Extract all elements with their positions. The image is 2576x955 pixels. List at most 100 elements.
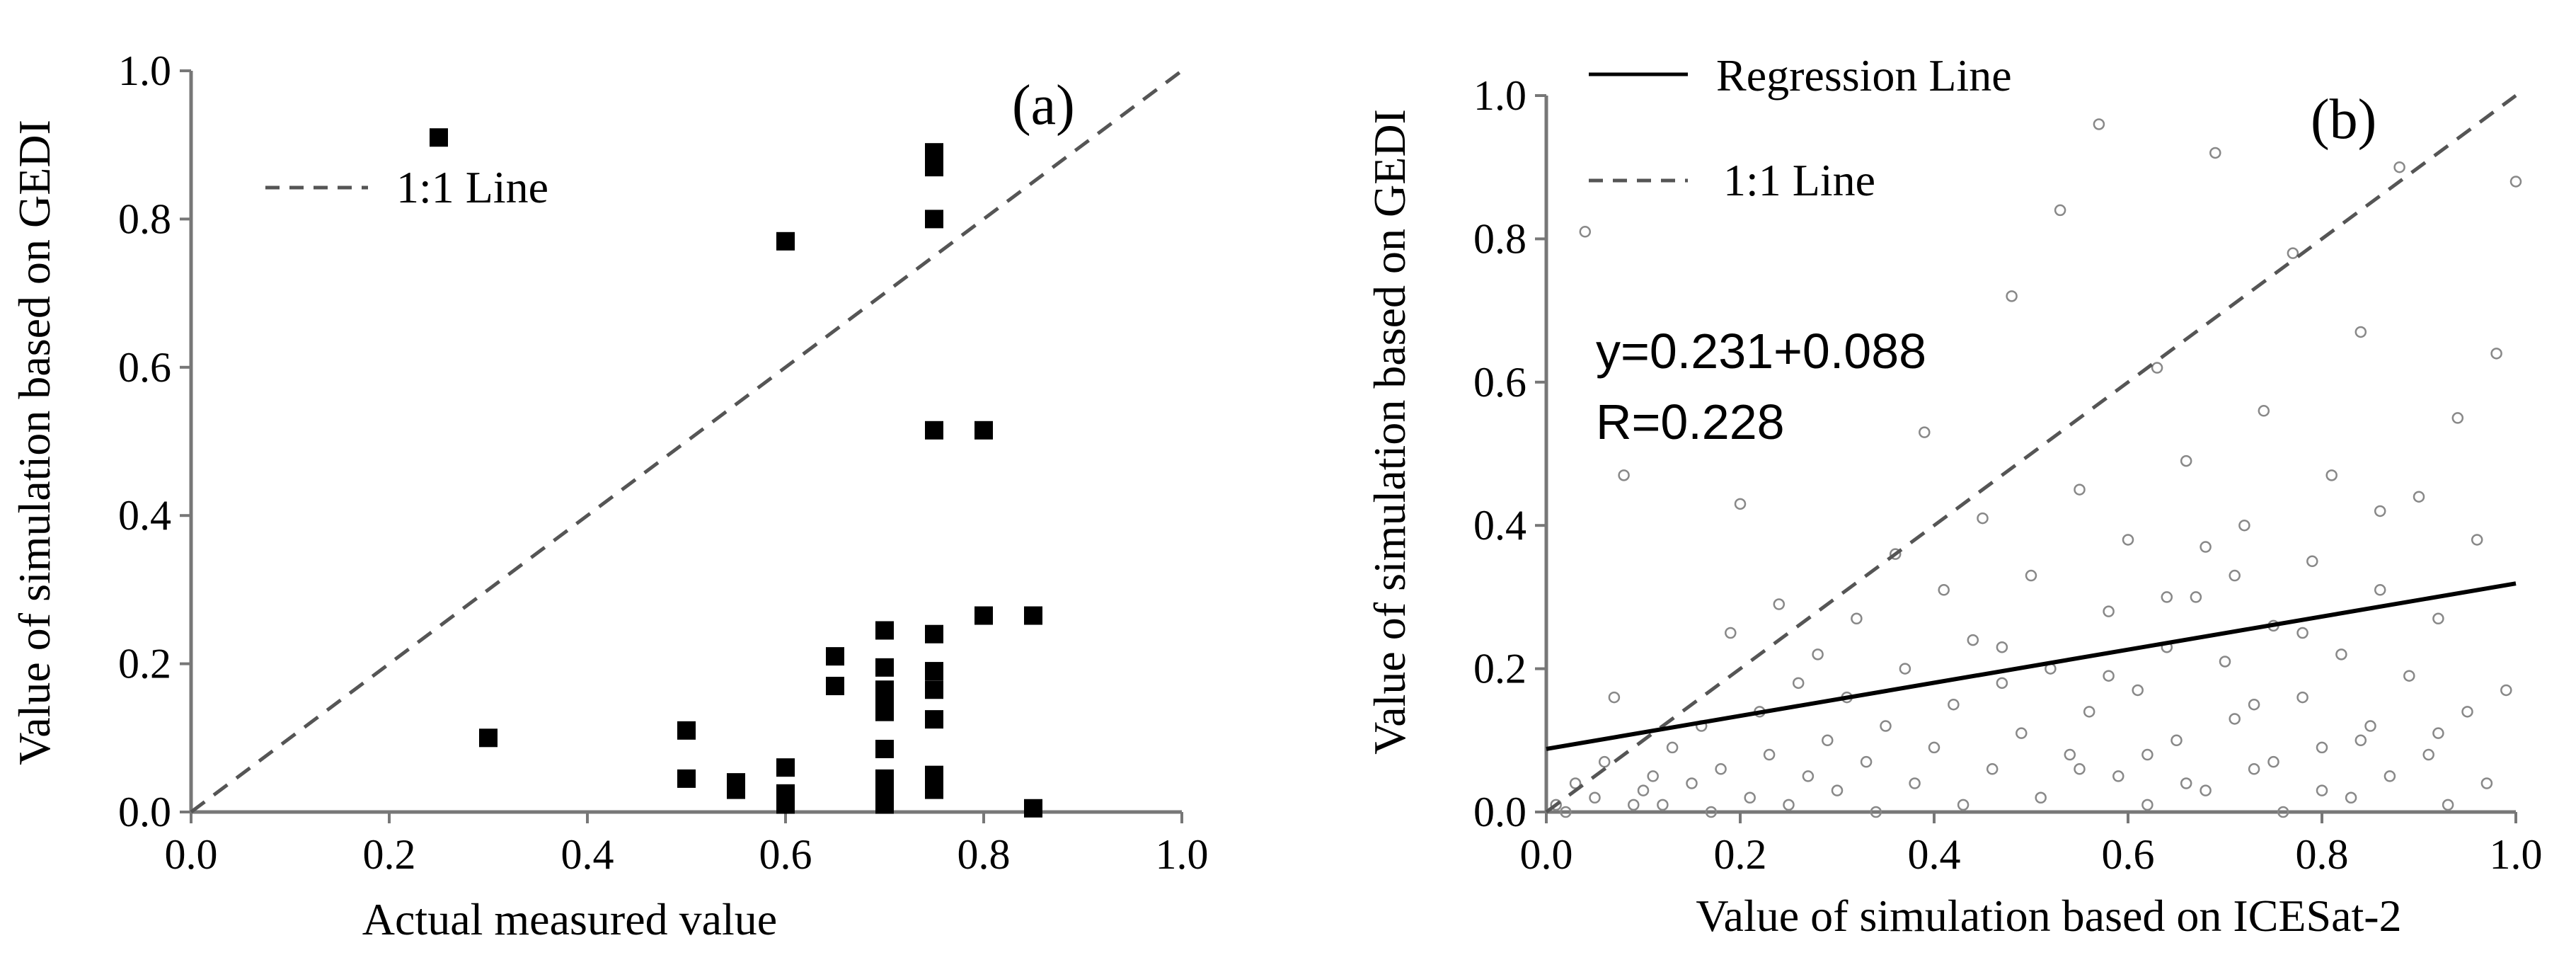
panel-b-data-point <box>1948 698 1960 711</box>
panel-b-data-point <box>2432 612 2444 625</box>
panel-b-x-tick-label: 0.6 <box>2102 831 2155 878</box>
panel-b-one-to-one-line <box>1545 93 2517 814</box>
panel-a-data-point <box>925 710 943 729</box>
panel-b-equation: y=0.231+0.088 <box>1596 324 1926 379</box>
panel-b-data-point <box>1812 648 1824 661</box>
panel-b-data-point <box>1560 806 1572 818</box>
panel-b-y-tick-label: 0.6 <box>1473 359 1526 406</box>
panel-b-data-point <box>2209 147 2221 159</box>
panel-a-data-point <box>925 680 943 699</box>
panel-b-data-point <box>1783 799 1795 811</box>
panel-a-data-point <box>826 677 844 696</box>
panel-b-tick-labels: 0.0 0.2 0.4 0.6 0.8 1.0 0.0 0.2 0.4 0.6 0.8 1.0 <box>1473 72 2543 878</box>
panel-b: Value of simulation based on GEDI Value … <box>1364 50 2543 941</box>
panel-a-x-tick-label: 0.2 <box>363 831 416 878</box>
panel-b-data-point <box>2112 770 2124 782</box>
panel-b-y-tick-label: 0.4 <box>1473 502 1526 549</box>
panel-b-y-tick-label: 1.0 <box>1473 72 1526 119</box>
panel-a-data-point <box>875 702 894 721</box>
panel-a-data-point <box>776 758 795 777</box>
panel-b-data-point <box>2141 748 2154 761</box>
panel-b-data-point <box>1822 734 1834 747</box>
panel-b-data-point <box>2432 727 2444 739</box>
panel-b-data-point <box>1870 806 1882 818</box>
panel-b-data-point <box>2229 713 2241 725</box>
panel-b-data-point <box>2354 326 2367 338</box>
panel-b-data-point <box>1773 598 1786 610</box>
panel-a-y-tick-label: 0.0 <box>118 789 171 835</box>
panel-b-data-point <box>2180 777 2192 789</box>
panel-b-data-point <box>2413 491 2425 503</box>
panel-b-data-point <box>1909 777 1921 789</box>
panel-a-x-tick-label: 0.8 <box>958 831 1011 878</box>
panel-b-data-point <box>2258 405 2270 417</box>
panel-b-data-point <box>1967 634 1979 646</box>
panel-b-correlation: R=0.228 <box>1596 394 1785 450</box>
panel-b-data-point <box>2190 591 2202 603</box>
panel-a-data-point <box>925 158 943 177</box>
panel-b-y-tick-label: 0.8 <box>1473 215 1526 262</box>
panel-b-data-point <box>2103 670 2115 682</box>
panel-b-points <box>1550 118 2522 818</box>
panel-b-data-point <box>2471 534 2483 546</box>
panel-b-data-point <box>2035 791 2047 804</box>
panel-a-data-point <box>925 780 943 799</box>
panel-b-data-point <box>1763 748 1776 761</box>
panel-b-data-point <box>2141 799 2154 811</box>
panel-a-data-point <box>925 210 943 229</box>
panel-b-x-tick-label: 0.0 <box>1520 831 1573 878</box>
panel-b-data-point <box>2229 569 2241 582</box>
panel-a-y-axis-label: Value of simulation based on GEDI <box>9 120 59 765</box>
panel-a-data-point <box>776 231 795 251</box>
panel-a-data-point <box>925 421 943 440</box>
panel-b-data-point <box>1831 784 1844 796</box>
panel-a-data-point <box>875 740 894 759</box>
panel-b-data-point <box>2306 555 2318 568</box>
panel-b-data-point <box>1550 799 1562 811</box>
panel-b-data-point <box>1880 720 1892 732</box>
panel-b-data-point <box>2132 684 2144 697</box>
panel-a-data-point <box>430 128 448 147</box>
panel-b-data-point <box>1802 770 1815 782</box>
panel-b-ticks <box>1535 94 2517 823</box>
panel-a-data-point <box>677 769 696 788</box>
panel-b-regression-line <box>1546 581 2517 751</box>
panel-b-data-point <box>2248 698 2260 711</box>
panel-a-data-point <box>925 662 943 681</box>
panel-b-data-point <box>1618 469 1630 481</box>
panel-b-data-point <box>2374 505 2386 517</box>
panel-b-legend-regression-label: Regression Line <box>1716 50 2012 101</box>
panel-b-data-point <box>1647 770 1659 782</box>
panel-a-data-point <box>974 606 993 625</box>
panel-b-data-point <box>2325 469 2338 481</box>
panel-b-data-point <box>1860 755 1873 768</box>
panel-b-data-point <box>2016 727 2028 739</box>
panel-b-data-point <box>2219 656 2231 668</box>
panel-b-data-point <box>2354 734 2367 747</box>
panel-b-data-point <box>2364 720 2376 732</box>
panel-a-label: (a) <box>1012 74 1075 137</box>
panel-b-data-point <box>2074 484 2086 496</box>
panel-b-data-point <box>1734 498 1747 510</box>
panel-b-data-point <box>2161 591 2173 603</box>
panel-b-x-tick-label: 1.0 <box>2490 831 2543 878</box>
panel-b-data-point <box>2277 806 2289 818</box>
panel-b-data-point <box>1938 584 1950 596</box>
panel-a-data-point <box>875 795 894 814</box>
panel-b-data-point <box>1986 763 1999 775</box>
panel-a-data-point <box>776 795 795 814</box>
panel-a-data-point <box>727 780 745 799</box>
panel-b-data-point <box>1598 755 1611 768</box>
panel-b-data-point <box>1725 627 1737 639</box>
panel-b-data-point <box>2500 684 2512 697</box>
panel-b-y-tick-label: 0.0 <box>1473 789 1526 835</box>
panel-a-x-tick-label: 0.4 <box>561 831 614 878</box>
panel-b-data-point <box>1977 512 1989 525</box>
panel-b-legend-one-to-one-label: 1:1 Line <box>1723 155 1875 205</box>
panel-b-data-point <box>2403 670 2415 682</box>
panel-b-y-axis-title: Value of simulation based on GEDI <box>1364 109 1415 755</box>
panel-b-data-point <box>2442 799 2454 811</box>
panel-a-data-point <box>479 728 498 748</box>
panel-b-data-point <box>2054 204 2066 217</box>
panel-b-data-point <box>2384 770 2396 782</box>
